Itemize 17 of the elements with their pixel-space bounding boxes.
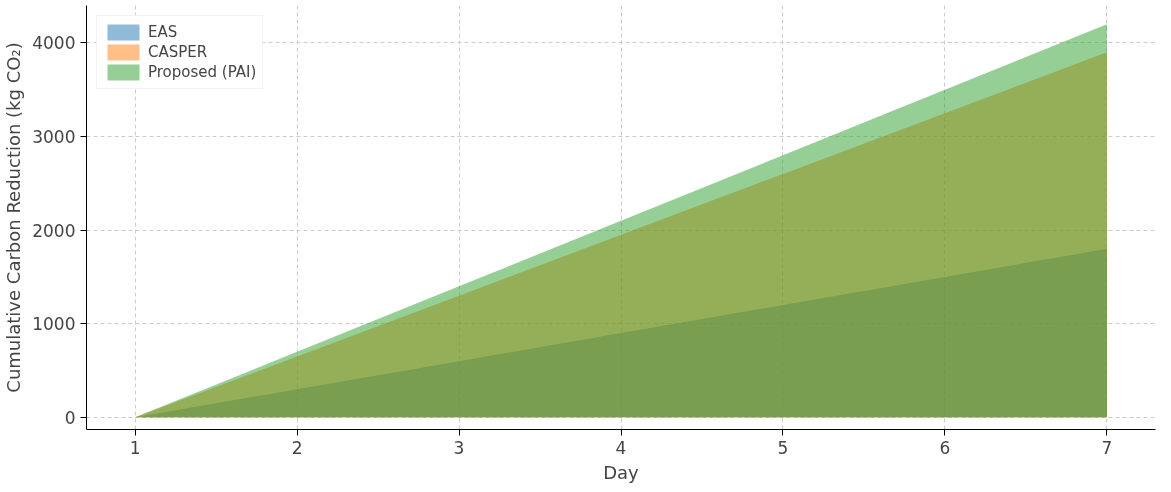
y-tick-label: 3000 [32,127,76,148]
legend-label: Proposed (PAI) [148,63,257,81]
x-tick-label: 1 [129,437,141,458]
x-tick-label: 7 [1101,437,1113,458]
y-tick-label: 4000 [32,33,76,54]
x-tick-label: 3 [453,437,465,458]
legend-label: EAS [148,23,178,41]
y-tick-label: 1000 [32,314,76,335]
x-tick-label: 4 [615,437,627,458]
x-tick-label: 6 [939,437,951,458]
x-tick-label: 2 [291,437,303,458]
legend-label: CASPER [148,43,208,61]
x-tick-label: 5 [777,437,789,458]
x-axis-title: Day [603,461,640,483]
y-axis-title: Cumulative Carbon Reduction (kg CO₂) [3,42,25,393]
y-tick-label: 2000 [32,220,76,241]
y-tick-label: 0 [64,407,76,428]
